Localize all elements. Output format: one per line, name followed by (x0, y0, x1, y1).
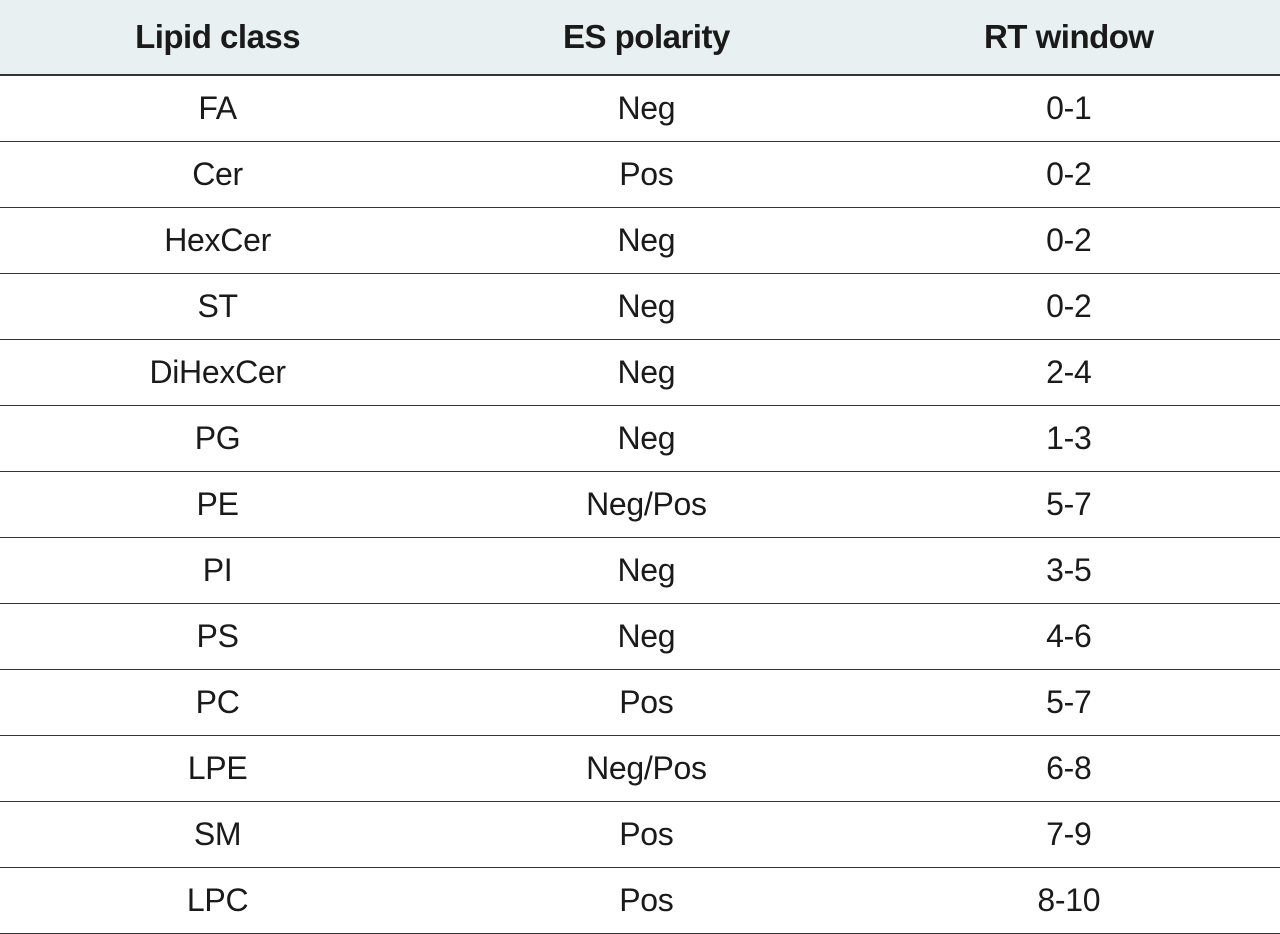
cell-rt-window: 0-2 (858, 142, 1280, 208)
table-row: DiHexCer Neg 2-4 (0, 340, 1280, 406)
cell-es-polarity: Pos (435, 142, 857, 208)
cell-rt-window: 4-6 (858, 604, 1280, 670)
table-row: FA Neg 0-1 (0, 75, 1280, 142)
table-row: LPE Neg/Pos 6-8 (0, 736, 1280, 802)
lipid-table: Lipid class ES polarity RT window FA Neg… (0, 0, 1280, 934)
cell-es-polarity: Pos (435, 670, 857, 736)
table-row: HexCer Neg 0-2 (0, 208, 1280, 274)
cell-lipid-class: DiHexCer (0, 340, 435, 406)
cell-lipid-class: Cer (0, 142, 435, 208)
cell-lipid-class: LPE (0, 736, 435, 802)
column-header-es-polarity: ES polarity (435, 0, 857, 75)
table-row: PG Neg 1-3 (0, 406, 1280, 472)
cell-rt-window: 5-7 (858, 472, 1280, 538)
cell-lipid-class: PS (0, 604, 435, 670)
cell-es-polarity: Neg (435, 75, 857, 142)
cell-rt-window: 0-1 (858, 75, 1280, 142)
cell-lipid-class: PC (0, 670, 435, 736)
table-row: PC Pos 5-7 (0, 670, 1280, 736)
table-row: SM Pos 7-9 (0, 802, 1280, 868)
cell-lipid-class: HexCer (0, 208, 435, 274)
column-header-lipid-class: Lipid class (0, 0, 435, 75)
table-row: PE Neg/Pos 5-7 (0, 472, 1280, 538)
cell-lipid-class: LPC (0, 868, 435, 934)
cell-es-polarity: Neg (435, 538, 857, 604)
cell-es-polarity: Pos (435, 868, 857, 934)
cell-es-polarity: Neg/Pos (435, 736, 857, 802)
cell-es-polarity: Pos (435, 802, 857, 868)
cell-es-polarity: Neg (435, 406, 857, 472)
table-row: PS Neg 4-6 (0, 604, 1280, 670)
cell-rt-window: 5-7 (858, 670, 1280, 736)
cell-rt-window: 3-5 (858, 538, 1280, 604)
cell-es-polarity: Neg (435, 274, 857, 340)
cell-rt-window: 7-9 (858, 802, 1280, 868)
lipid-table-container: Lipid class ES polarity RT window FA Neg… (0, 0, 1280, 934)
cell-lipid-class: PI (0, 538, 435, 604)
table-row: PI Neg 3-5 (0, 538, 1280, 604)
cell-rt-window: 6-8 (858, 736, 1280, 802)
cell-rt-window: 0-2 (858, 208, 1280, 274)
cell-rt-window: 0-2 (858, 274, 1280, 340)
cell-lipid-class: PE (0, 472, 435, 538)
cell-es-polarity: Neg (435, 340, 857, 406)
cell-lipid-class: FA (0, 75, 435, 142)
table-row: ST Neg 0-2 (0, 274, 1280, 340)
table-header-row: Lipid class ES polarity RT window (0, 0, 1280, 75)
table-row: Cer Pos 0-2 (0, 142, 1280, 208)
cell-rt-window: 2-4 (858, 340, 1280, 406)
table-row: LPC Pos 8-10 (0, 868, 1280, 934)
cell-lipid-class: ST (0, 274, 435, 340)
cell-lipid-class: PG (0, 406, 435, 472)
cell-es-polarity: Neg (435, 208, 857, 274)
cell-rt-window: 8-10 (858, 868, 1280, 934)
cell-es-polarity: Neg/Pos (435, 472, 857, 538)
column-header-rt-window: RT window (858, 0, 1280, 75)
cell-es-polarity: Neg (435, 604, 857, 670)
cell-rt-window: 1-3 (858, 406, 1280, 472)
cell-lipid-class: SM (0, 802, 435, 868)
table-body: FA Neg 0-1 Cer Pos 0-2 HexCer Neg 0-2 ST… (0, 75, 1280, 934)
